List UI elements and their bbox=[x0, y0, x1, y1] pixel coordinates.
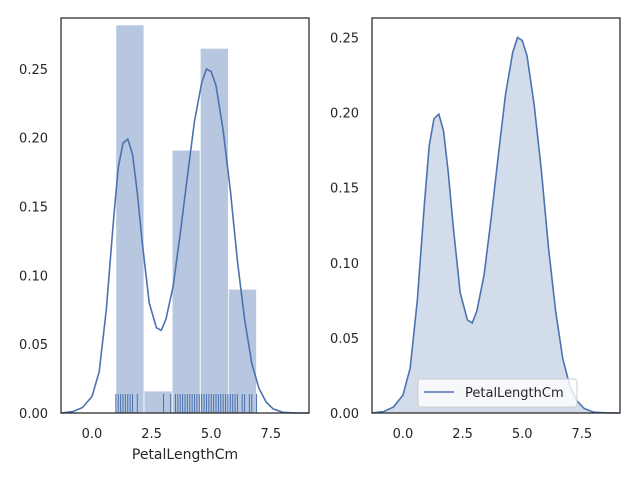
y-tick-label: 0.15 bbox=[330, 182, 359, 197]
histogram-bar bbox=[227, 288, 257, 414]
legend: PetalLengthCm bbox=[417, 378, 578, 408]
axes-frame bbox=[371, 17, 621, 414]
rug-ticks bbox=[115, 394, 258, 413]
y-tick-label: 0.05 bbox=[330, 332, 359, 347]
x-tick-label: 2.5 bbox=[141, 427, 162, 442]
x-tick-label: 7.5 bbox=[261, 427, 282, 442]
kde-line bbox=[60, 67, 310, 414]
y-tick-labels: 0.00 0.05 0.10 0.15 0.20 0.25 bbox=[19, 63, 48, 422]
axes-frame bbox=[60, 17, 310, 414]
x-tick-label: 0.0 bbox=[393, 427, 414, 442]
y-tick-label: 0.00 bbox=[19, 407, 48, 422]
y-tick-label: 0.25 bbox=[330, 32, 359, 47]
x-tick-label: 5.0 bbox=[201, 427, 222, 442]
y-tick-label: 0.10 bbox=[19, 269, 48, 284]
x-tick-label: 2.5 bbox=[452, 427, 473, 442]
legend-label: PetalLengthCm bbox=[465, 386, 564, 401]
x-tick-labels: 0.0 2.5 5.0 7.5 bbox=[393, 427, 593, 442]
histogram-kde-subplot: 0.0 2.5 5.0 7.5 0.00 0.05 0.10 0.15 0.20 0.25 Pe… bbox=[19, 17, 310, 463]
kde-area-fill bbox=[372, 37, 620, 413]
histogram-bar bbox=[171, 149, 201, 414]
y-tick-label: 0.00 bbox=[330, 407, 359, 422]
x-tick-labels: 0.0 2.5 5.0 7.5 bbox=[82, 427, 282, 442]
x-axis-label: PetalLengthCm bbox=[132, 447, 238, 463]
histogram-bars bbox=[115, 24, 257, 414]
kde-shaded-subplot: 0.0 2.5 5.0 7.5 0.00 0.05 0.10 0.15 0.20 0.25 Pe… bbox=[330, 17, 621, 442]
histogram-bar bbox=[143, 390, 173, 414]
x-tick-label: 5.0 bbox=[512, 427, 533, 442]
y-tick-label: 0.15 bbox=[19, 201, 48, 216]
y-tick-label: 0.10 bbox=[330, 257, 359, 272]
legend-box bbox=[417, 378, 578, 408]
y-tick-label: 0.05 bbox=[19, 338, 48, 353]
x-tick-label: 7.5 bbox=[572, 427, 593, 442]
y-tick-label: 0.25 bbox=[19, 63, 48, 78]
kde-line bbox=[371, 36, 621, 414]
histogram-bar bbox=[199, 47, 229, 414]
y-tick-labels: 0.00 0.05 0.10 0.15 0.20 0.25 bbox=[330, 32, 359, 422]
y-tick-label: 0.20 bbox=[330, 107, 359, 122]
y-tick-label: 0.20 bbox=[19, 132, 48, 147]
x-tick-label: 0.0 bbox=[82, 427, 103, 442]
